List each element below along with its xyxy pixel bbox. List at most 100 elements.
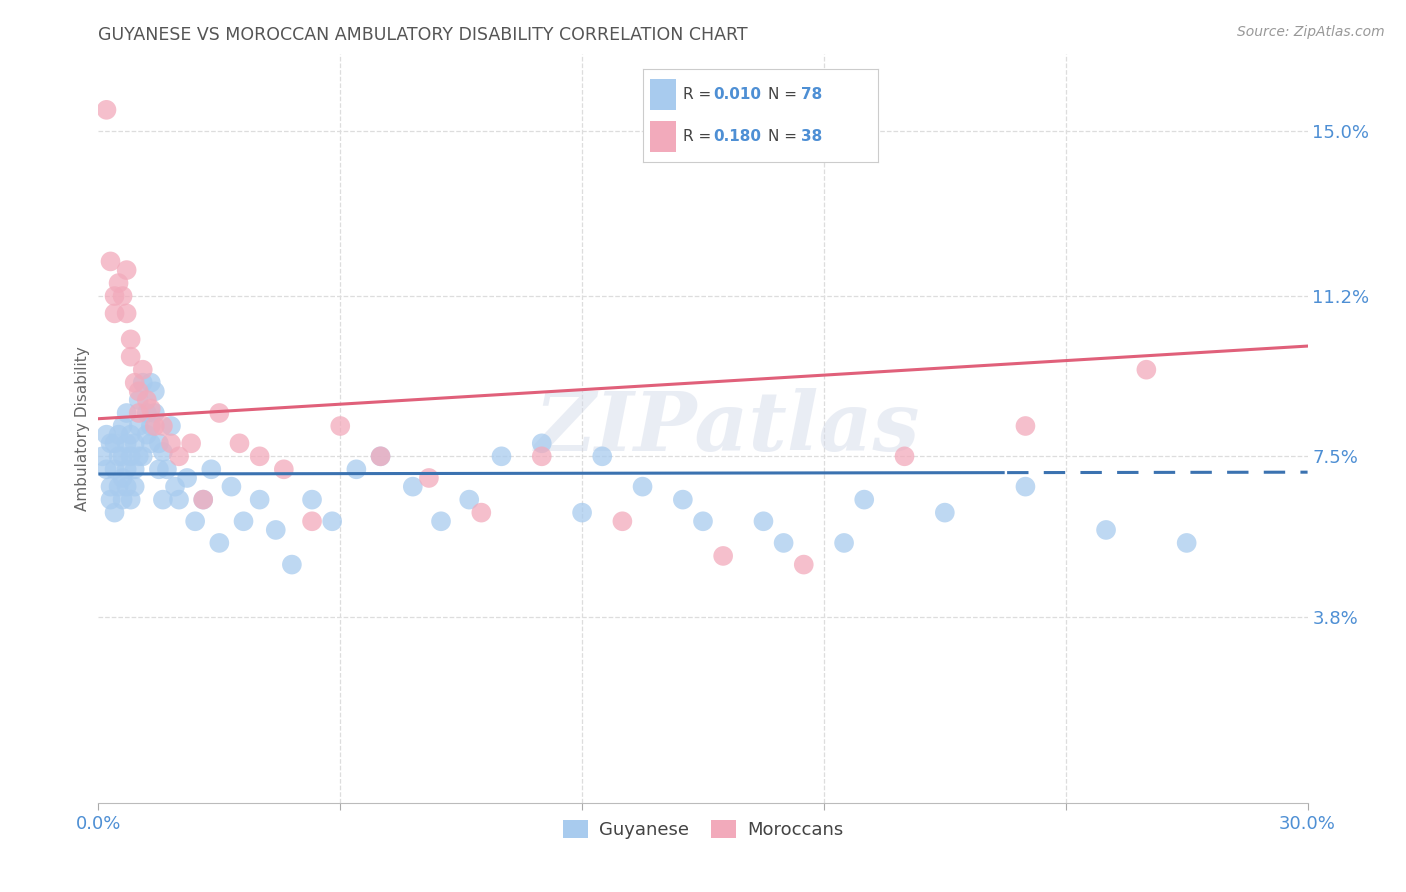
Point xyxy=(591,450,613,464)
Text: GUYANESE VS MOROCCAN AMBULATORY DISABILITY CORRELATION CHART: GUYANESE VS MOROCCAN AMBULATORY DISABILI… xyxy=(98,26,748,44)
Point xyxy=(91,450,114,464)
Point xyxy=(132,362,155,376)
Point xyxy=(470,506,492,520)
Point xyxy=(160,436,183,450)
Point xyxy=(107,480,129,494)
Point xyxy=(120,450,142,464)
Point xyxy=(115,436,138,450)
Point xyxy=(132,376,155,390)
Point xyxy=(103,462,125,476)
Point xyxy=(128,392,150,407)
Point xyxy=(301,492,323,507)
Point xyxy=(370,450,392,464)
Point xyxy=(273,462,295,476)
Point xyxy=(167,492,190,507)
Point xyxy=(103,506,125,520)
Point xyxy=(128,384,150,399)
Point xyxy=(124,376,146,390)
Point xyxy=(281,558,304,572)
Point xyxy=(139,376,162,390)
Point xyxy=(200,462,222,476)
Point xyxy=(1014,480,1036,494)
Point xyxy=(418,471,440,485)
Point xyxy=(120,332,142,346)
Point xyxy=(1014,419,1036,434)
Point xyxy=(100,436,122,450)
Point xyxy=(752,514,775,528)
Point xyxy=(221,480,243,494)
Point xyxy=(1175,536,1198,550)
Point xyxy=(115,263,138,277)
Point xyxy=(111,471,134,485)
Point xyxy=(124,462,146,476)
Point xyxy=(208,406,231,420)
Point xyxy=(100,492,122,507)
Point xyxy=(631,480,654,494)
Point xyxy=(120,350,142,364)
Point xyxy=(128,450,150,464)
Point xyxy=(115,480,138,494)
Point xyxy=(120,492,142,507)
Point xyxy=(571,506,593,520)
Point xyxy=(370,450,392,464)
Point xyxy=(128,419,150,434)
Point xyxy=(139,401,162,416)
Point xyxy=(139,419,162,434)
Point xyxy=(249,450,271,464)
Point xyxy=(344,462,367,476)
Point xyxy=(111,492,134,507)
Point xyxy=(107,450,129,464)
Point xyxy=(96,427,118,442)
Point xyxy=(103,306,125,320)
Point xyxy=(152,492,174,507)
Point xyxy=(228,436,250,450)
Point xyxy=(163,480,186,494)
Point xyxy=(103,289,125,303)
Point xyxy=(893,450,915,464)
Point xyxy=(167,450,190,464)
Point xyxy=(152,445,174,459)
Point xyxy=(430,514,453,528)
Point xyxy=(160,419,183,434)
Point xyxy=(176,471,198,485)
Point xyxy=(111,450,134,464)
Point xyxy=(100,480,122,494)
Point xyxy=(530,450,553,464)
Point xyxy=(148,462,170,476)
Text: Source: ZipAtlas.com: Source: ZipAtlas.com xyxy=(1237,25,1385,39)
Point xyxy=(96,103,118,117)
Point xyxy=(115,406,138,420)
Point xyxy=(152,419,174,434)
Point xyxy=(208,536,231,550)
Point xyxy=(853,492,876,507)
Point xyxy=(249,492,271,507)
Point xyxy=(793,558,815,572)
Point xyxy=(692,514,714,528)
Point xyxy=(139,436,162,450)
Point xyxy=(321,514,343,528)
Point xyxy=(1095,523,1118,537)
Point xyxy=(111,419,134,434)
Point xyxy=(1135,362,1157,376)
Point xyxy=(193,492,215,507)
Point xyxy=(612,514,634,528)
Text: ZIPatlas: ZIPatlas xyxy=(534,388,920,468)
Point xyxy=(107,276,129,290)
Point xyxy=(107,427,129,442)
Point xyxy=(100,254,122,268)
Point xyxy=(193,492,215,507)
Legend: Guyanese, Moroccans: Guyanese, Moroccans xyxy=(555,813,851,847)
Point xyxy=(301,514,323,528)
Point xyxy=(143,406,166,420)
Point xyxy=(143,419,166,434)
Point xyxy=(132,450,155,464)
Point xyxy=(934,506,956,520)
Point xyxy=(772,536,794,550)
Point xyxy=(264,523,287,537)
Point xyxy=(180,436,202,450)
Point xyxy=(711,549,734,563)
Point xyxy=(402,480,425,494)
Point xyxy=(491,450,513,464)
Point xyxy=(832,536,855,550)
Point xyxy=(96,462,118,476)
